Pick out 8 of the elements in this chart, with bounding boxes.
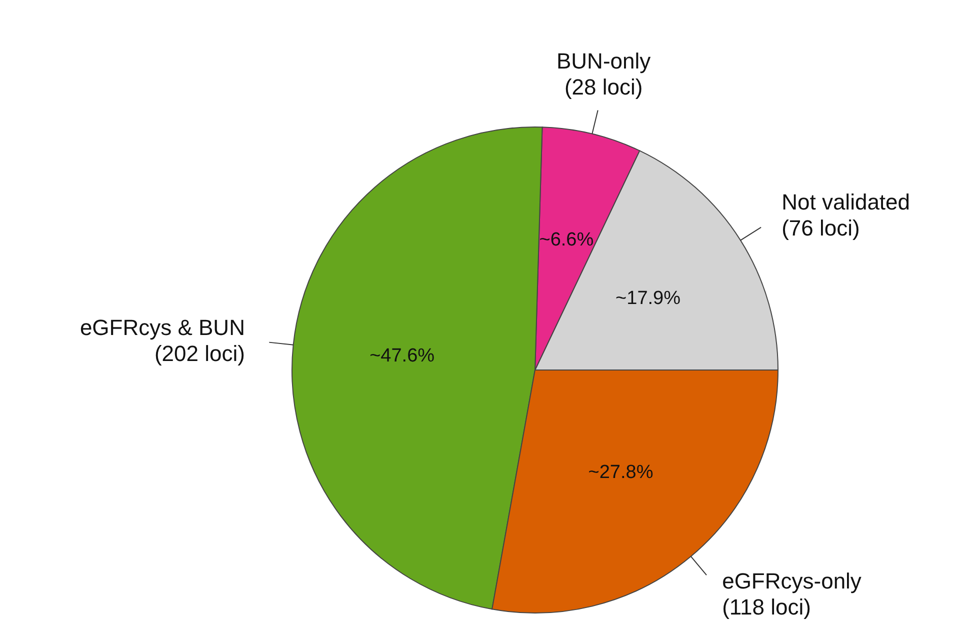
data-label: ~6.6% <box>539 230 594 251</box>
slice-label: Not validated (76 loci) <box>782 188 910 240</box>
slice-label: eGFRcys-only (118 loci) <box>722 568 862 620</box>
data-label: ~47.6% <box>370 346 435 367</box>
data-label: ~27.8% <box>588 462 654 484</box>
data-label: ~17.9% <box>616 288 681 310</box>
slice-label: BUN-only (28 loci) <box>556 48 651 100</box>
slice-label: eGFRcys & BUN (202 loci) <box>80 314 245 366</box>
